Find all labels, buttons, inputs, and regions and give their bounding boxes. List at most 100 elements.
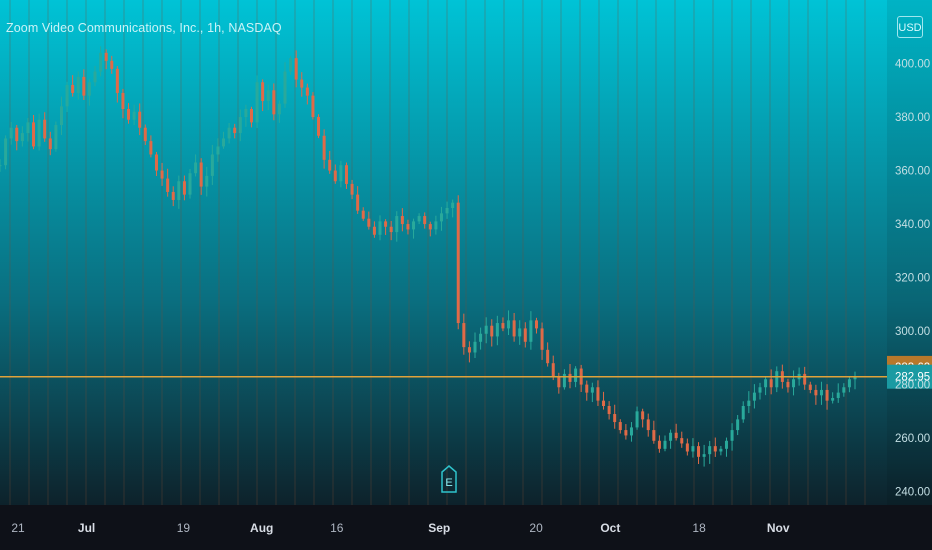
candle-body (546, 349, 550, 364)
candle-body (0, 165, 2, 167)
candle-body (166, 178, 170, 192)
candle-body (439, 213, 443, 222)
last-price-badge (887, 364, 932, 389)
candle-body (227, 127, 231, 139)
candle-body (814, 389, 818, 396)
candle-body (378, 221, 382, 235)
candle-body (350, 183, 354, 195)
candle-body (462, 323, 466, 348)
candle-body (428, 224, 432, 230)
candle-body (596, 387, 600, 401)
candle-body (434, 221, 438, 230)
candle-body (322, 135, 326, 160)
price-tick-label: 380.00 (895, 112, 930, 124)
right-axis-area (887, 0, 932, 505)
candle-body (32, 122, 36, 147)
candle-body (93, 71, 97, 83)
candle-body (99, 52, 103, 72)
candle-body (451, 202, 455, 208)
candle-body (344, 165, 348, 184)
candle-body (400, 216, 404, 225)
candle-body (663, 440, 667, 449)
earnings-marker-icon[interactable] (441, 465, 457, 493)
candle-body (194, 162, 198, 174)
candle-body (328, 159, 332, 171)
candle-body (484, 325, 488, 334)
candle-body (825, 389, 829, 401)
candle-body (127, 109, 131, 120)
candle-body (305, 87, 309, 96)
candle-body (43, 119, 47, 139)
candle-body (160, 170, 164, 179)
candle-body (143, 127, 147, 142)
candle-body (20, 133, 24, 142)
candle-body (372, 226, 376, 235)
candle-body (406, 224, 410, 230)
candle-body (702, 454, 706, 457)
candle-body (76, 76, 80, 93)
candle-body (657, 440, 661, 449)
candle-body (412, 221, 416, 230)
price-line-group: 283.62282.95 (0, 355, 932, 389)
time-axis-area (0, 505, 932, 550)
time-axis[interactable]: 21 Jul 19 Aug 16 Sep 20 Oct 18 Nov (11, 521, 790, 535)
candle-body (367, 218, 371, 227)
price-axis[interactable]: 240.00 260.00 280.00 300.00 320.00 340.00 360.… (895, 59, 930, 499)
time-tick-label: 21 (11, 521, 25, 535)
candle-body (339, 165, 343, 182)
candle-body (333, 170, 337, 182)
candle-body (680, 438, 684, 444)
candle-body (171, 191, 175, 200)
candle-body (708, 446, 712, 455)
candle-body (59, 106, 63, 126)
candle-body (266, 90, 270, 101)
candle-body (691, 446, 695, 452)
candle-body (518, 328, 522, 337)
candle-body (697, 446, 701, 457)
candle-body (417, 216, 421, 222)
candle-body (456, 202, 460, 324)
candle-body (724, 440, 728, 449)
candle-body (65, 84, 69, 107)
price-tick-label: 360.00 (895, 166, 930, 178)
candle-body (4, 138, 8, 166)
candle-body (551, 363, 555, 377)
currency-button[interactable]: USD (897, 16, 923, 38)
price-tick-label: 320.00 (895, 273, 930, 285)
price-tick-label: 300.00 (895, 326, 930, 338)
chart-title: Zoom Video Communications, Inc., 1h, NAS… (6, 21, 282, 35)
candle-body (277, 103, 281, 115)
candle-body (819, 389, 823, 396)
time-tick-label: Aug (250, 521, 273, 535)
price-tick-label: 280.00 (895, 380, 930, 392)
candle-body (523, 328, 527, 342)
candle-body (842, 387, 846, 393)
candle-body (54, 125, 58, 150)
candle-body (138, 111, 142, 128)
candle-body (244, 109, 248, 118)
candle-body (646, 419, 650, 431)
candle-body (741, 406, 745, 420)
candle-body (730, 430, 734, 441)
candle-body (674, 432, 678, 439)
candle-body (37, 119, 41, 147)
candle-body (736, 419, 740, 431)
candle-body (222, 138, 226, 147)
candle-body (652, 430, 656, 441)
candle-body (311, 95, 315, 118)
earnings-marker-group: E (441, 465, 457, 493)
candle-body (585, 384, 589, 393)
candle-body (557, 376, 561, 388)
candle-body (669, 432, 673, 441)
candles (0, 46, 857, 467)
candle-body (395, 216, 399, 233)
candle-body (602, 400, 606, 406)
candle-body (149, 141, 153, 155)
time-tick-label: Jul (78, 521, 95, 535)
candle-body (803, 373, 807, 385)
candle-body (501, 323, 505, 329)
candle-body (719, 448, 723, 452)
candle-body (786, 381, 790, 388)
